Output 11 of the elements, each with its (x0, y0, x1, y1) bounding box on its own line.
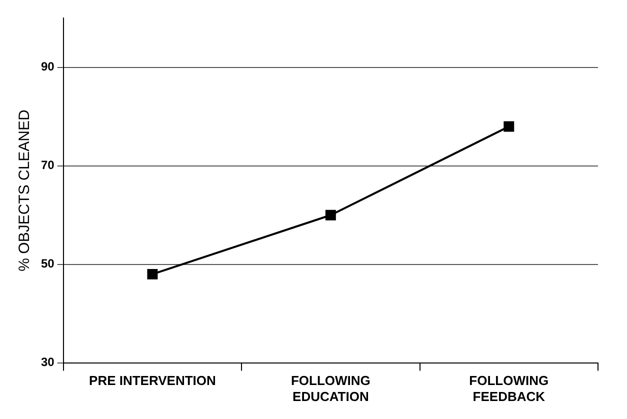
x-tick-label: FOLLOWING FEEDBACK (469, 373, 549, 404)
x-tick-label: PRE INTERVENTION (89, 373, 216, 388)
y-tick-label: 90 (40, 60, 55, 74)
x-tick-label: FOLLOWING EDUCATION (290, 373, 370, 404)
point (147, 268, 158, 280)
y-axis-title: % OBJECTS CLEANED (16, 109, 34, 272)
y-tick-label: 50 (40, 256, 55, 271)
y-tick-label: 70 (40, 158, 55, 172)
y-tick-label: 30 (40, 355, 55, 370)
point (504, 121, 514, 132)
point (325, 210, 336, 220)
